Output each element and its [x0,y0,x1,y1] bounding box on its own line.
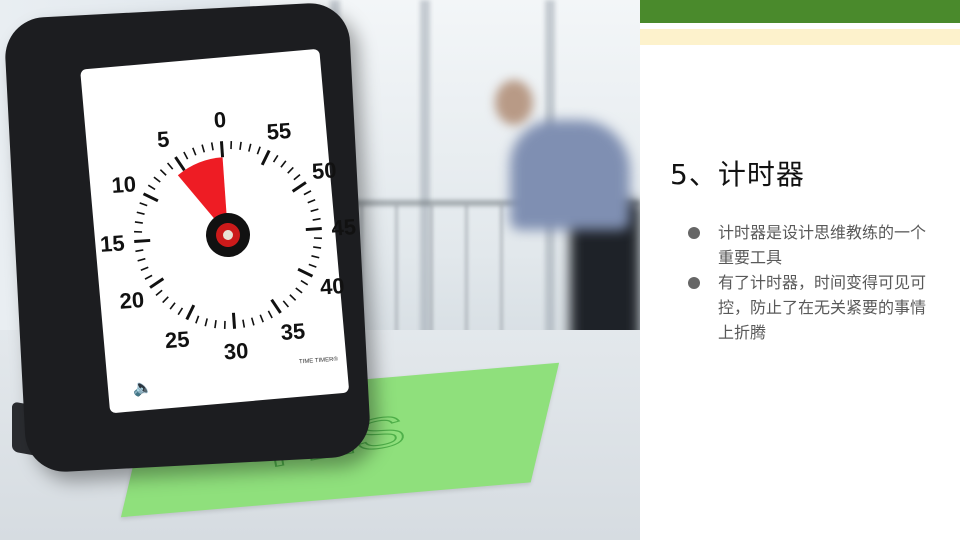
dial-label: 55 [266,118,292,145]
dial-major-tick [185,304,196,321]
dial-minor-tick [162,296,169,304]
dial-minor-tick [183,151,189,160]
dial-minor-tick [135,249,144,253]
dial-minor-tick [307,199,316,204]
dial-minor-tick [192,147,197,156]
timer-knob-cap [223,230,233,240]
dial-minor-tick [250,317,255,326]
dial-minor-tick [230,141,233,150]
dial-minor-tick [312,217,321,221]
dial-minor-tick [242,319,246,328]
dial-minor-tick [313,237,322,240]
dial-minor-tick [144,274,153,280]
bullet-dot-icon [688,277,700,289]
dial-minor-tick [310,208,319,213]
railing-bar [500,205,503,385]
dial-minor-tick [210,142,214,151]
dial-label: 5 [156,126,170,152]
bullet-item: 有了计时器，时间变得可见可控，防止了在无关紧要的事情上折腾 [688,270,933,345]
timer-red-sector [177,157,228,235]
dial-label: 30 [223,338,249,365]
dial-minor-tick [147,184,156,191]
dial-minor-tick [204,318,208,327]
dial-label: 45 [331,214,357,241]
dial-minor-tick [295,287,303,294]
dial-minor-tick [256,146,261,155]
dial-minor-tick [153,176,161,183]
timer-brand: TIME TIMER® [299,356,339,366]
dial-major-tick [174,156,186,172]
header-band-green [640,0,960,23]
dial-label: 20 [119,287,145,314]
dial-major-tick [270,298,282,314]
dial-minor-tick [195,315,200,324]
dial-minor-tick [300,279,309,286]
dial-label: 25 [164,326,190,353]
dial-minor-tick [239,141,242,150]
dial-minor-tick [134,221,143,224]
dial-minor-tick [140,266,149,271]
dial-minor-tick [134,230,143,233]
dial-minor-tick [155,289,163,297]
bullet-item: 计时器是设计思维教练的一个重要工具 [688,220,933,270]
person-head [495,80,533,125]
dial-minor-tick [223,320,226,329]
window-mullion [420,0,430,420]
railing [330,200,640,206]
dial-minor-tick [311,255,320,259]
bullet-list: 计时器是设计思维教练的一个重要工具 有了计时器，时间变得可见可控，防止了在无关紧… [688,220,933,345]
bullet-text: 计时器是设计思维教练的一个重要工具 [718,223,927,267]
dial-major-tick [260,149,271,166]
dial-minor-tick [303,190,312,196]
bullet-text: 有了计时器，时间变得可见可控，防止了在无关紧要的事情上折腾 [718,273,927,342]
dial-major-tick [305,226,322,232]
dial-label: 0 [213,107,227,133]
railing-bar [430,205,433,385]
speaker-icon: 🔈 [133,378,153,397]
person-body [510,120,630,230]
dial-minor-tick [139,202,148,207]
dial-major-tick [134,238,151,244]
railing-bar [465,205,468,385]
dial-major-tick [291,181,307,193]
dial-minor-tick [248,143,252,152]
slide-title: 5、计时器 [670,158,805,191]
dial-major-tick [142,192,159,203]
dial-minor-tick [201,144,206,153]
dial-minor-tick [169,302,176,310]
dial-minor-tick [272,154,279,163]
dial-minor-tick [267,310,273,319]
dial-minor-tick [177,307,184,316]
dial-minor-tick [214,320,217,329]
dial-label: 35 [280,318,306,345]
dial-minor-tick [280,160,287,168]
dial-label: 50 [311,157,337,184]
dial-minor-tick [308,263,317,268]
dial-labels: 0 5 10 15 20 25 30 35 40 45 50 55 [99,107,357,365]
dial-minor-tick [159,169,167,176]
dial-minor-tick [137,257,146,262]
dial-label: 15 [99,230,125,257]
dial-minor-tick [313,246,322,249]
dial-minor-tick [289,294,297,301]
railing-bar [395,205,398,385]
dial-ticks [134,141,322,329]
dial-minor-tick [259,314,264,323]
header-band-light [640,29,960,45]
dial-major-tick [219,141,225,158]
bullet-dot-icon [688,227,700,239]
dial-minor-tick [166,162,174,170]
dial-label: 40 [319,273,345,300]
timer-dial: 0 5 10 15 20 25 30 35 40 45 50 55 TIME TIMER® 🔈 [99,107,357,397]
dial-minor-tick [136,211,145,215]
dial-major-tick [231,312,237,329]
dial-minor-tick [282,300,290,308]
dial-minor-tick [287,166,294,174]
dial-major-tick [149,277,165,289]
dial-minor-tick [293,173,301,181]
dial-major-tick [297,267,314,278]
dial-label: 10 [111,171,137,198]
